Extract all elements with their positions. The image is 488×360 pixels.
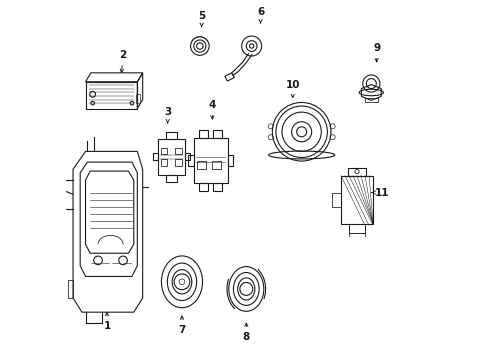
Bar (197, 161, 205, 169)
Bar (85, 82, 137, 109)
Text: 3: 3 (164, 107, 171, 123)
Bar (161, 159, 167, 166)
Bar (193, 138, 227, 183)
Text: 2: 2 (119, 50, 126, 73)
Bar (158, 139, 184, 175)
Bar (340, 176, 372, 224)
Bar (347, 168, 365, 176)
Text: 6: 6 (256, 7, 264, 23)
Bar (348, 224, 364, 233)
Text: 8: 8 (242, 323, 249, 342)
Bar (175, 159, 182, 166)
Bar (135, 94, 140, 103)
Bar (175, 148, 182, 154)
Bar (161, 148, 167, 154)
Text: 10: 10 (285, 80, 299, 98)
Text: 9: 9 (372, 43, 380, 62)
Text: 5: 5 (198, 11, 205, 26)
Bar (364, 98, 377, 102)
Text: 1: 1 (103, 312, 110, 332)
Text: 11: 11 (371, 188, 388, 198)
Text: 7: 7 (178, 316, 185, 335)
Bar (212, 161, 221, 169)
Text: 4: 4 (208, 100, 216, 119)
